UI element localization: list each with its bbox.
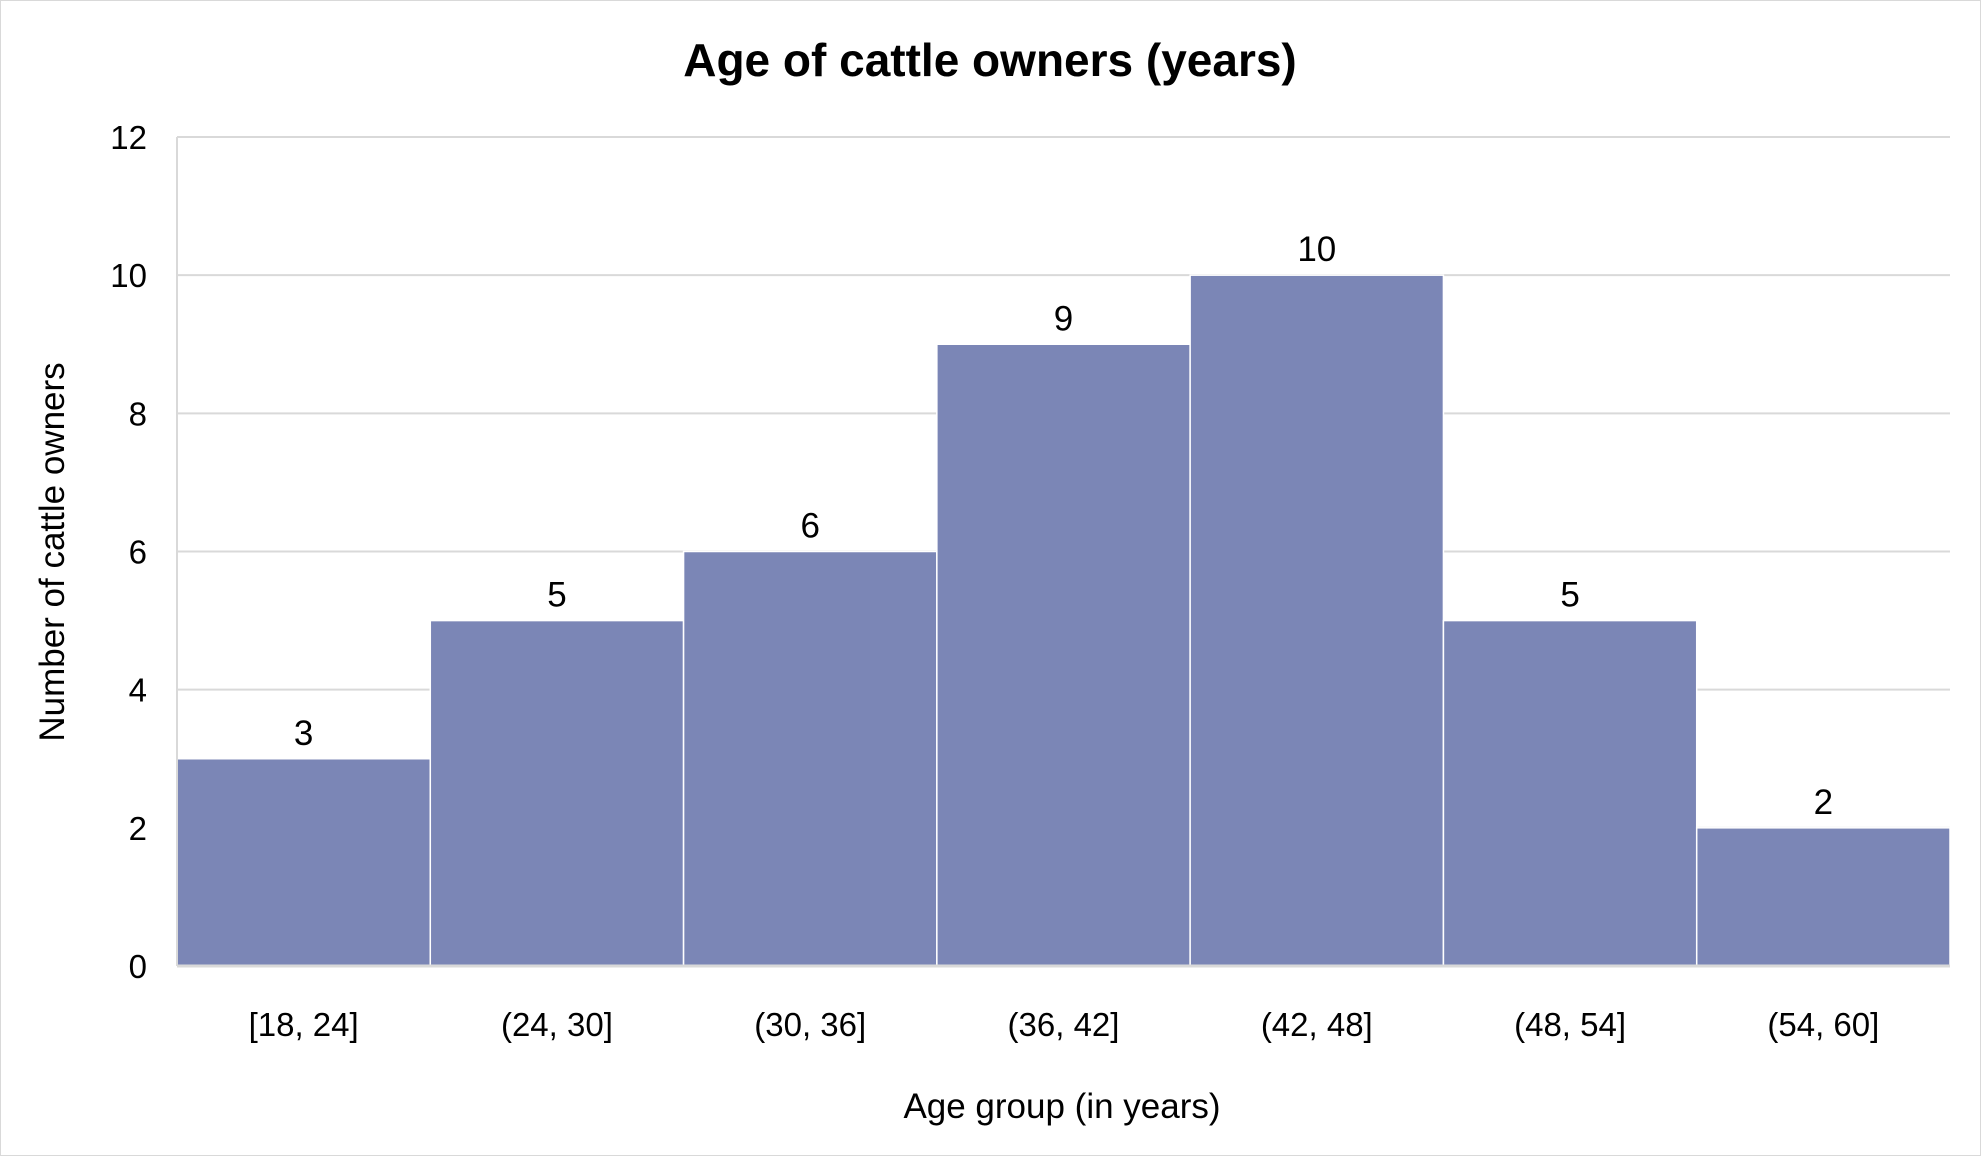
data-label: 6: [800, 507, 819, 546]
bar: [936, 343, 1191, 967]
data-label: 5: [547, 576, 566, 615]
bar: [429, 619, 685, 967]
x-tick-label: (30, 36]: [754, 1006, 866, 1043]
y-tick-label: 2: [129, 810, 147, 847]
y-tick-label: 10: [110, 257, 147, 294]
chart-title: Age of cattle owners (years): [683, 34, 1297, 86]
y-axis-label: Number of cattle owners: [33, 362, 72, 741]
x-tick-label: (54, 60]: [1767, 1006, 1879, 1043]
data-labels: 3 5 6 9 10 5 2: [294, 230, 1833, 822]
bar: [176, 758, 432, 967]
bar: [1189, 274, 1445, 967]
bar: [1695, 827, 1951, 967]
bar: [1442, 619, 1698, 967]
y-tick-label: 8: [129, 395, 147, 432]
x-axis-ticks: [18, 24] (24, 30] (30, 36] (36, 42] (42, 48]…: [249, 1006, 1880, 1043]
data-label: 10: [1297, 230, 1336, 269]
y-tick-label: 4: [129, 672, 147, 709]
bars: [176, 274, 1951, 967]
y-tick-label: 0: [129, 948, 147, 985]
x-tick-label: [18, 24]: [249, 1006, 359, 1043]
y-tick-label: 12: [110, 119, 147, 156]
data-label: 5: [1560, 576, 1579, 615]
data-label: 2: [1814, 783, 1833, 822]
y-axis-ticks: 0 2 4 6 8 10 12: [110, 119, 147, 985]
bar: [682, 550, 938, 967]
x-axis-label: Age group (in years): [903, 1087, 1220, 1126]
x-tick-label: (48, 54]: [1514, 1006, 1626, 1043]
y-tick-label: 6: [129, 534, 147, 571]
x-tick-label: (36, 42]: [1008, 1006, 1120, 1043]
data-label: 9: [1054, 299, 1073, 338]
x-tick-label: (42, 48]: [1261, 1006, 1373, 1043]
data-label: 3: [294, 714, 313, 753]
x-tick-label: (24, 30]: [501, 1006, 613, 1043]
